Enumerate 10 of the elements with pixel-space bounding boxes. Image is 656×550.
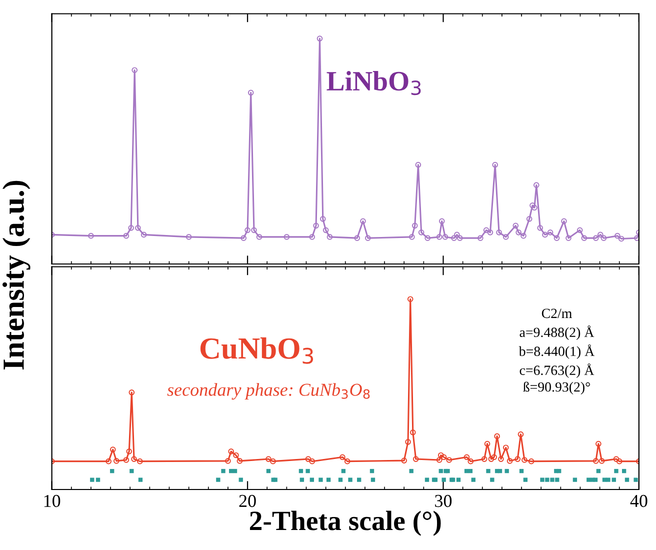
x-tick-label: 10 <box>44 494 60 508</box>
annotation: C2/m a=9.488(2) Å b=8.440(1) Å c=6.763(2) Å ß=90.93(2)° <box>518 308 595 394</box>
annotation: LiNbO$_{3}$ <box>326 71 421 96</box>
x-axis-title: 2-Theta scale (°) <box>250 510 441 536</box>
x-tick-label: 30 <box>435 494 452 508</box>
annotation: secondary phase: CuNb$_{3}$O$_{8}$ <box>167 383 370 400</box>
y-axis-title: Intensity (a.u.) <box>2 180 30 370</box>
x-tick-label: 20 <box>239 494 256 508</box>
annotation: CuNbO$_{3}$ <box>200 337 314 364</box>
x-tick-label: 40 <box>630 494 648 508</box>
